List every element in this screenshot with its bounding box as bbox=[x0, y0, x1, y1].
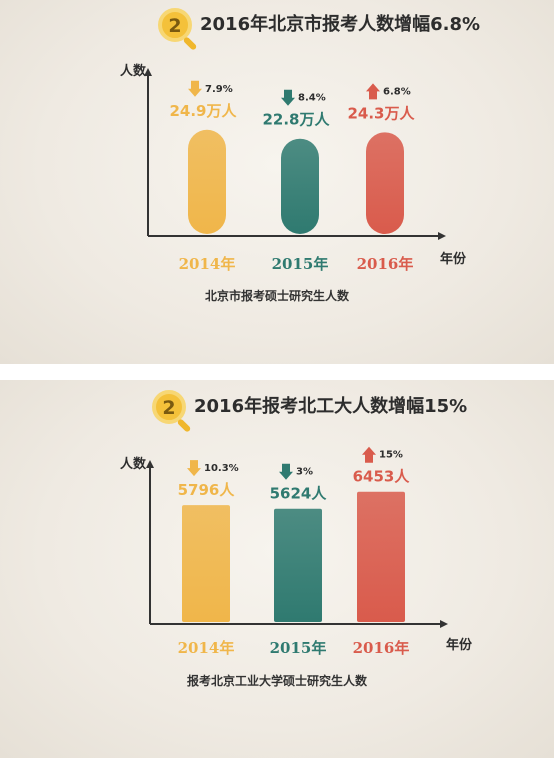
chart-panel-1: 2 2016年北京市报考人数增幅6.8% 人数 年份 24.9万人 7.9% 201… bbox=[0, 0, 554, 364]
magnifier-badge-icon: 2 bbox=[152, 390, 186, 424]
bar bbox=[357, 491, 405, 622]
bar bbox=[281, 138, 319, 234]
x-tick-label: 2014年 bbox=[179, 255, 236, 273]
increase-arrow-icon bbox=[366, 83, 380, 100]
y-axis-arrow-icon bbox=[144, 68, 152, 76]
x-axis-arrow-icon bbox=[440, 620, 448, 628]
decrease-arrow-icon bbox=[187, 460, 201, 477]
decrease-arrow-icon bbox=[279, 463, 293, 480]
y-axis-label: 人数 bbox=[120, 457, 147, 472]
increase-arrow-icon bbox=[362, 446, 376, 463]
bar-value-label: 24.3万人 bbox=[347, 104, 415, 122]
bar-chart-2: 5796人 10.3% 2014年 5624人 3% 2015年 6453人 15% 2016年 bbox=[146, 446, 448, 657]
chart-panel-2: 2 2016年报考北工大人数增幅15% 人数 年份 5796人 10.3% 2014… bbox=[0, 380, 554, 758]
bar-value-label: 24.9万人 bbox=[169, 102, 237, 120]
change-percent-label: 15% bbox=[379, 450, 403, 461]
y-axis-arrow-icon bbox=[146, 460, 154, 468]
x-axis-label: 年份 bbox=[440, 252, 467, 267]
x-tick-label: 2014年 bbox=[178, 639, 235, 657]
y-axis-label: 人数 bbox=[120, 64, 147, 79]
bar bbox=[366, 132, 404, 234]
panel-divider bbox=[0, 364, 554, 380]
bar-value-label: 5624人 bbox=[270, 485, 328, 503]
change-percent-label: 6.8% bbox=[383, 86, 411, 97]
decrease-arrow-icon bbox=[188, 80, 202, 97]
x-tick-label: 2016年 bbox=[357, 255, 414, 273]
bar bbox=[188, 129, 226, 234]
bar-value-label: 6453人 bbox=[353, 468, 411, 486]
bar-chart-1: 24.9万人 7.9% 2014年 22.8万人 8.4% 2015年 24.3万人 6.8%… bbox=[144, 68, 446, 273]
change-percent-label: 3% bbox=[296, 467, 313, 478]
x-tick-label: 2016年 bbox=[353, 639, 410, 657]
chart-title: 2016年报考北工大人数增幅15% bbox=[194, 396, 468, 417]
change-percent-label: 8.4% bbox=[298, 93, 326, 104]
x-axis-label: 年份 bbox=[446, 638, 473, 653]
bar-value-label: 5796人 bbox=[178, 481, 236, 499]
bar bbox=[182, 505, 230, 622]
chart-caption: 报考北京工业大学硕士研究生人数 bbox=[186, 674, 367, 688]
magnifier-badge-icon: 2 bbox=[158, 8, 192, 42]
chart-title: 2016年北京市报考人数增幅6.8% bbox=[200, 14, 481, 35]
x-tick-label: 2015年 bbox=[272, 255, 329, 273]
x-axis-arrow-icon bbox=[438, 232, 446, 240]
chart-caption: 北京市报考硕士研究生人数 bbox=[204, 289, 349, 303]
change-percent-label: 7.9% bbox=[205, 84, 233, 95]
x-tick-label: 2015年 bbox=[270, 639, 327, 657]
bar-value-label: 22.8万人 bbox=[262, 111, 330, 129]
change-percent-label: 10.3% bbox=[204, 463, 239, 474]
decrease-arrow-icon bbox=[281, 89, 295, 106]
bar bbox=[274, 508, 322, 622]
